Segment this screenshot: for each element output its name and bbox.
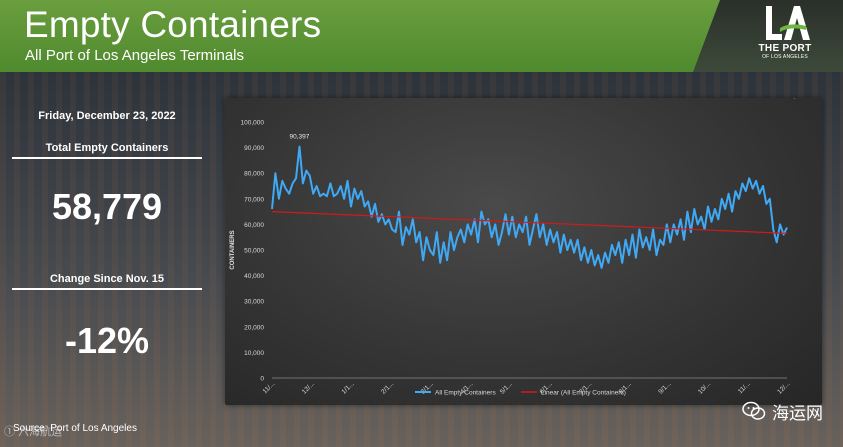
y-tick-label: 80,000: [244, 171, 264, 178]
series-line: [271, 145, 788, 269]
change-value: -12%: [64, 320, 150, 361]
port-logo: THE PORT OF LOS ANGELES: [753, 4, 817, 66]
x-tick-label: 12/...: [301, 380, 316, 395]
header-bar: Empty Containers All Port of Los Angeles…: [0, 0, 843, 72]
x-tick-label: 5/1...: [499, 380, 514, 395]
x-tick-label: 3/1...: [420, 380, 435, 395]
x-tick-label: 11/...: [262, 380, 277, 395]
page-subtitle: All Port of Los Angeles Terminals: [25, 47, 245, 64]
x-tick-label: 2/1...: [380, 380, 395, 395]
watermark-text: 海运网: [772, 403, 823, 424]
trend-line: [271, 211, 788, 234]
y-tick-label: 60,000: [244, 222, 264, 229]
watermark: 海运网: [742, 399, 823, 424]
data-label: 90,397: [290, 134, 310, 141]
y-tick-label: 100,000: [241, 120, 265, 127]
x-tick-label: 1/1...: [340, 380, 355, 395]
x-tick-label: 10/...: [697, 380, 712, 395]
source-note: Source: Port of Los Angeles: [13, 423, 137, 434]
chart-panel: 0 10,000 20,000 30,000 40,000 50,000 60,000 70,…: [225, 98, 822, 405]
legend-label: Linear (All Empty Containers): [541, 390, 626, 397]
y-tick-label: 10,000: [244, 350, 264, 357]
divider: [12, 288, 202, 290]
logo-text-port: THE PORT: [758, 43, 812, 54]
watermark-left: ① 六海航运: [4, 426, 63, 438]
y-tick-label: 0: [260, 376, 264, 383]
change-label: Change Since Nov. 15: [49, 273, 165, 285]
wechat-icon: [742, 401, 766, 420]
line-chart: 0 10,000 20,000 30,000 40,000 50,000 60,000 70,…: [230, 98, 807, 397]
y-tick-label: 20,000: [244, 324, 264, 331]
page-title: Empty Containers: [24, 4, 322, 45]
y-tick-label: 40,000: [244, 273, 264, 280]
y-tick-label: 70,000: [244, 196, 264, 203]
y-tick-label: 90,000: [244, 145, 264, 152]
summary-panel: Friday, December 23, 2022 Total Empty Co…: [12, 100, 202, 400]
legend-label: All Empty Containers: [435, 390, 496, 397]
data-label: 58,779: [786, 98, 806, 100]
y-tick-label: 50,000: [244, 248, 264, 255]
report-date: Friday, December 23, 2022: [38, 110, 176, 122]
la-logo-icon: [766, 6, 810, 40]
total-value: 58,779: [51, 186, 163, 227]
total-label: Total Empty Containers: [45, 142, 169, 154]
logo-text-la: OF LOS ANGELES: [762, 54, 808, 60]
x-tick-label: 9/1...: [657, 380, 672, 395]
y-axis-title: CONTAINERS: [230, 230, 236, 269]
divider: [12, 157, 202, 159]
x-tick-label: 12/...: [776, 380, 791, 395]
y-tick-label: 30,000: [244, 299, 264, 306]
x-tick-label: 11/...: [737, 380, 752, 395]
